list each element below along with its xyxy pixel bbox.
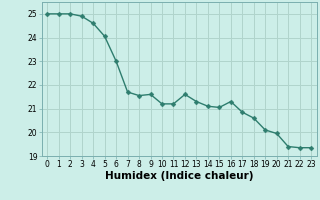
X-axis label: Humidex (Indice chaleur): Humidex (Indice chaleur) [105, 171, 253, 181]
